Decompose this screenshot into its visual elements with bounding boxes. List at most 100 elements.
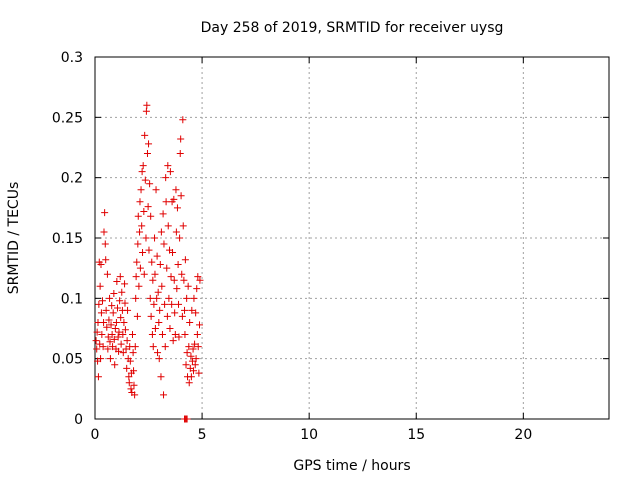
data-point bbox=[128, 331, 136, 339]
data-point bbox=[113, 304, 121, 312]
data-point bbox=[173, 204, 181, 212]
axis-ticks: 0 5 10 15 20 0 0.05 0.1 0.15 0.2 0.25 0.3 bbox=[52, 50, 609, 443]
data-point bbox=[106, 355, 114, 363]
data-point bbox=[187, 352, 195, 360]
data-point bbox=[181, 256, 189, 264]
data-point bbox=[93, 345, 101, 353]
data-point bbox=[94, 373, 102, 381]
data-point bbox=[97, 309, 105, 317]
data-point bbox=[148, 258, 156, 266]
data-point bbox=[175, 333, 183, 341]
data-point bbox=[168, 300, 176, 308]
data-point bbox=[157, 228, 165, 236]
data-point bbox=[132, 273, 140, 281]
data-point bbox=[145, 246, 153, 254]
data-point bbox=[169, 337, 177, 345]
data-point bbox=[182, 361, 190, 369]
data-point bbox=[154, 349, 162, 357]
y-tick-label: 0.2 bbox=[61, 171, 83, 187]
data-point bbox=[187, 373, 195, 381]
data-point bbox=[100, 228, 108, 236]
data-point bbox=[138, 168, 146, 176]
data-point bbox=[152, 186, 160, 194]
data-point bbox=[132, 294, 140, 302]
data-point bbox=[194, 273, 202, 281]
data-point bbox=[110, 335, 118, 343]
data-point bbox=[133, 312, 141, 320]
data-point bbox=[170, 195, 178, 203]
data-point bbox=[178, 312, 186, 320]
data-point bbox=[192, 309, 200, 317]
data-point bbox=[125, 379, 133, 387]
data-point bbox=[176, 234, 184, 242]
data-point bbox=[179, 222, 187, 230]
data-point bbox=[155, 355, 163, 363]
data-point bbox=[180, 276, 188, 284]
data-point bbox=[115, 328, 123, 336]
data-point bbox=[130, 381, 138, 389]
data-point bbox=[170, 276, 178, 284]
data-point bbox=[189, 345, 197, 353]
data-point bbox=[129, 349, 137, 357]
data-point bbox=[183, 294, 191, 302]
data-point bbox=[124, 306, 132, 314]
data-point bbox=[148, 331, 156, 339]
data-point bbox=[184, 282, 192, 290]
data-point bbox=[123, 364, 131, 372]
data-point bbox=[181, 306, 189, 314]
data-point bbox=[177, 192, 185, 200]
data-point bbox=[183, 349, 191, 357]
y-tick-label: 0.1 bbox=[61, 291, 83, 307]
data-point bbox=[160, 240, 168, 248]
data-point bbox=[119, 331, 127, 339]
data-point bbox=[142, 234, 150, 242]
data-point bbox=[190, 294, 198, 302]
data-point bbox=[166, 325, 174, 332]
data-point bbox=[131, 343, 139, 351]
x-tick-label: 20 bbox=[514, 427, 532, 443]
data-point bbox=[164, 222, 172, 230]
data-point bbox=[193, 285, 201, 293]
data-point bbox=[191, 361, 199, 369]
data-point bbox=[136, 228, 144, 236]
data-point bbox=[130, 367, 138, 375]
data-point bbox=[108, 302, 116, 310]
data-point bbox=[162, 174, 170, 182]
data-point bbox=[111, 361, 119, 369]
data-point bbox=[193, 331, 201, 339]
data-point bbox=[166, 168, 174, 176]
data-point bbox=[173, 285, 181, 293]
data-point bbox=[194, 343, 202, 351]
data-point bbox=[143, 101, 151, 109]
data-point bbox=[95, 300, 103, 308]
data-point bbox=[134, 240, 142, 248]
data-point bbox=[151, 234, 159, 242]
data-point bbox=[97, 355, 105, 363]
data-point bbox=[141, 131, 149, 139]
data-point bbox=[164, 162, 172, 170]
data-point bbox=[144, 203, 152, 211]
data-point bbox=[140, 207, 148, 215]
data-point bbox=[191, 340, 199, 348]
data-point bbox=[122, 345, 130, 353]
data-point bbox=[125, 373, 133, 381]
data-point bbox=[172, 228, 180, 236]
data-point bbox=[117, 340, 125, 348]
data-point bbox=[121, 326, 129, 334]
chart-title: Day 258 of 2019, SRMTID for receiver uys… bbox=[201, 20, 504, 36]
data-point bbox=[121, 280, 129, 288]
data-point bbox=[186, 318, 194, 326]
data-point bbox=[178, 270, 186, 278]
data-point bbox=[181, 331, 189, 339]
data-point bbox=[151, 325, 159, 332]
data-point bbox=[196, 321, 204, 329]
data-point bbox=[153, 252, 161, 260]
data-point bbox=[135, 282, 143, 290]
data-point bbox=[140, 270, 148, 278]
y-tick-label: 0.3 bbox=[61, 50, 83, 66]
y-tick-label: 0.05 bbox=[52, 352, 83, 368]
data-point bbox=[98, 331, 106, 339]
data-point bbox=[110, 290, 118, 298]
data-point bbox=[111, 325, 119, 332]
